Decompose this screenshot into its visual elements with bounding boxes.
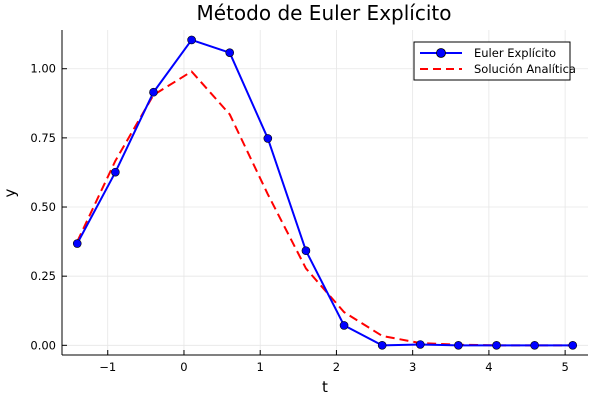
euler-point-5 <box>263 134 273 143</box>
x-tick-label-3: 2 <box>333 360 340 374</box>
y-tick-label-2: 0.50 <box>30 200 56 214</box>
y-tick-label-0: 0.00 <box>30 338 56 352</box>
euler-point-11 <box>492 341 501 350</box>
euler-point-2 <box>149 87 158 97</box>
chart-title: Método de Euler Explícito <box>197 1 452 25</box>
euler-point-0 <box>72 239 82 248</box>
euler-point-6 <box>301 246 311 256</box>
y-axis-label: y <box>1 188 19 197</box>
y-tick-label-3: 0.75 <box>30 131 56 145</box>
x-tick-label-0: −1 <box>99 360 116 374</box>
euler-point-9 <box>415 340 425 349</box>
euler-point-8 <box>377 341 387 350</box>
x-axis-label: t <box>322 378 328 396</box>
legend-label-euler: Euler Explícito <box>474 46 556 60</box>
x-tick-label-1: 0 <box>180 360 187 374</box>
y-tick-label-4: 1.00 <box>30 62 56 76</box>
x-tick-label-6: 5 <box>561 360 568 374</box>
euler-point-13 <box>568 341 578 350</box>
plot-series <box>72 35 578 350</box>
euler-point-7 <box>339 321 349 330</box>
euler-point-12 <box>530 341 539 350</box>
legend: Euler Explícito Solución Analítica <box>413 41 576 81</box>
series-line-analitica <box>76 70 573 347</box>
series-line-euler <box>76 38 573 347</box>
euler-point-1 <box>111 167 120 177</box>
plot-frame <box>61 30 588 356</box>
euler-point-10 <box>454 341 463 350</box>
axis-ticks: −1 0 1 2 3 4 5 0.00 0.25 0.50 0.75 1.00 <box>30 62 568 374</box>
x-tick-label-5: 4 <box>485 360 492 374</box>
y-tick-label-1: 0.25 <box>30 269 56 283</box>
legend-label-analitica: Solución Analítica <box>474 62 576 76</box>
grid-lines <box>62 30 588 355</box>
euler-point-3 <box>187 35 196 45</box>
euler-point-4 <box>225 48 235 57</box>
x-tick-label-4: 3 <box>409 360 416 374</box>
legend-marker-euler <box>436 48 446 58</box>
x-tick-label-2: 1 <box>257 360 264 374</box>
